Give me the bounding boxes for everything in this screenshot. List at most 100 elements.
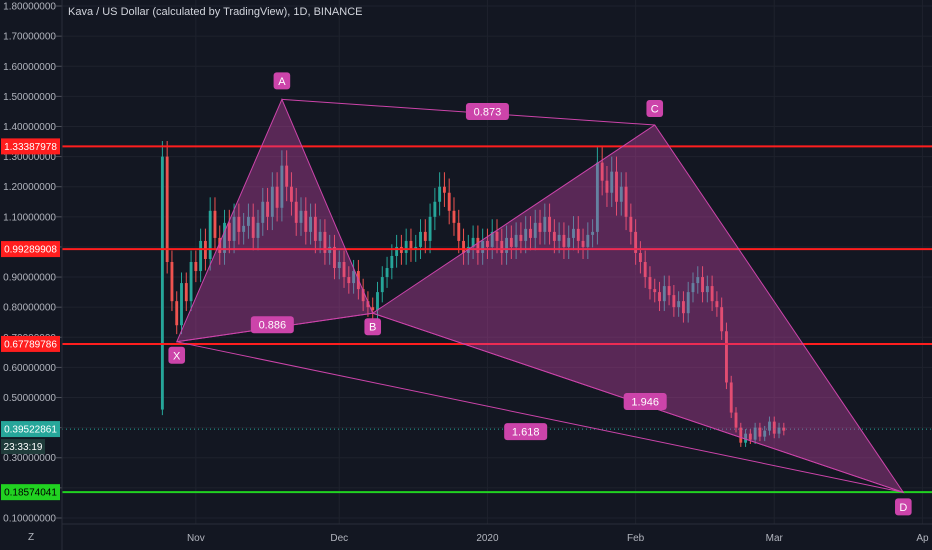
level-price-label: 1.33387978 xyxy=(4,142,57,153)
candle-body xyxy=(543,216,547,232)
level-price-tag xyxy=(1,484,60,501)
candle-body xyxy=(299,210,303,223)
candle-body xyxy=(323,231,327,253)
candle-body xyxy=(586,234,590,247)
candle-body xyxy=(567,237,571,247)
candle-body xyxy=(342,262,346,278)
candle-body xyxy=(285,165,289,187)
candle-body xyxy=(758,427,762,437)
candle-body xyxy=(309,216,313,232)
candle-body xyxy=(352,271,356,284)
candle-body xyxy=(275,186,279,208)
candle-body xyxy=(562,234,566,247)
y-tick-label: 0.90000000 xyxy=(3,273,56,284)
countdown-tag xyxy=(1,439,45,455)
candle-body xyxy=(256,222,260,238)
candle-body xyxy=(681,301,685,314)
candle-body xyxy=(662,286,666,302)
candle-body xyxy=(509,237,513,247)
time-axis[interactable]: Nov Dec 2020 Feb Mar Ap xyxy=(187,533,929,544)
candle-body xyxy=(160,156,164,410)
candle-body xyxy=(423,231,427,241)
candle-body xyxy=(629,216,633,232)
candle-body xyxy=(390,255,394,269)
y-tick-label: 0.30000000 xyxy=(3,453,56,464)
candle-body xyxy=(237,216,241,232)
candle-body xyxy=(313,216,317,241)
candle-body xyxy=(433,201,437,217)
pattern-point-label-text: A xyxy=(278,76,286,88)
candle-body xyxy=(739,427,743,443)
candle-body xyxy=(610,171,614,193)
candle-body xyxy=(729,382,733,413)
candle-body xyxy=(768,421,771,431)
candle-body xyxy=(557,234,561,241)
x-tick-label: Nov xyxy=(187,533,205,544)
countdown-label: 23:33:19 xyxy=(4,442,43,453)
candle-body xyxy=(376,292,379,311)
candle-body xyxy=(552,231,556,241)
candle-body xyxy=(486,240,489,247)
candle-body xyxy=(184,283,188,302)
logo-icon: Z xyxy=(28,532,34,543)
candle-body xyxy=(782,427,786,431)
pattern-point-label xyxy=(273,72,291,90)
x-tick-label: Feb xyxy=(627,533,645,544)
y-tick-label: 1.50000000 xyxy=(3,92,56,103)
candle-body xyxy=(218,237,222,253)
candle-body xyxy=(686,292,690,314)
candle-body xyxy=(715,301,719,308)
y-tick-label: 0.80000000 xyxy=(3,303,56,314)
candle-body xyxy=(457,222,461,241)
y-tick-label: 1.60000000 xyxy=(3,62,56,73)
candle-body xyxy=(658,292,661,302)
level-price-tag xyxy=(1,138,60,155)
y-tick-label: 1.80000000 xyxy=(3,2,56,13)
candle-body xyxy=(672,295,676,308)
candle-body xyxy=(242,225,246,232)
candle-body xyxy=(529,228,532,238)
level-price-tag xyxy=(1,241,60,258)
candle-body xyxy=(385,268,389,278)
candle-body xyxy=(653,289,657,293)
candle-body xyxy=(591,231,595,235)
pattern-point-label xyxy=(895,498,912,516)
candle-body xyxy=(748,433,752,440)
candle-body xyxy=(261,201,265,223)
candle-body xyxy=(725,331,728,383)
pattern-ratio-badge xyxy=(504,423,548,441)
candle-body xyxy=(772,421,776,434)
candle-body xyxy=(696,277,700,284)
candle-body xyxy=(624,186,628,217)
pattern-ratio-badge xyxy=(250,316,294,334)
candle-body xyxy=(634,231,638,253)
candle-body xyxy=(199,240,203,272)
level-price-tag xyxy=(1,335,60,352)
current-price-tag xyxy=(1,421,60,438)
candle-body xyxy=(710,286,714,302)
pattern-ratio-badge-text: 1.946 xyxy=(631,397,659,409)
candle-body xyxy=(462,240,465,253)
y-tick-label: 0.50000000 xyxy=(3,393,56,404)
candle-body xyxy=(208,210,212,259)
y-tick-label: 1.70000000 xyxy=(3,32,56,43)
candle-body xyxy=(428,216,432,241)
y-tick-label: 0.60000000 xyxy=(3,363,56,374)
candle-body xyxy=(180,283,183,326)
candle-body xyxy=(452,210,456,223)
x-tick-label: Mar xyxy=(766,533,784,544)
candle-body xyxy=(371,307,375,311)
candle-body xyxy=(213,210,217,238)
harmonic-pattern[interactable]: 0.873 0.886 1.618 1.946 X A B C D xyxy=(168,72,912,516)
candle-body xyxy=(595,162,599,232)
candle-body xyxy=(447,192,451,211)
level-price-label: 0.99289908 xyxy=(4,245,57,256)
candle-body xyxy=(500,240,504,253)
candle-body xyxy=(605,180,609,193)
candle-body xyxy=(232,216,236,241)
candle-body xyxy=(290,186,293,202)
pattern-ratio-line xyxy=(176,341,904,493)
candle-body xyxy=(524,228,528,241)
